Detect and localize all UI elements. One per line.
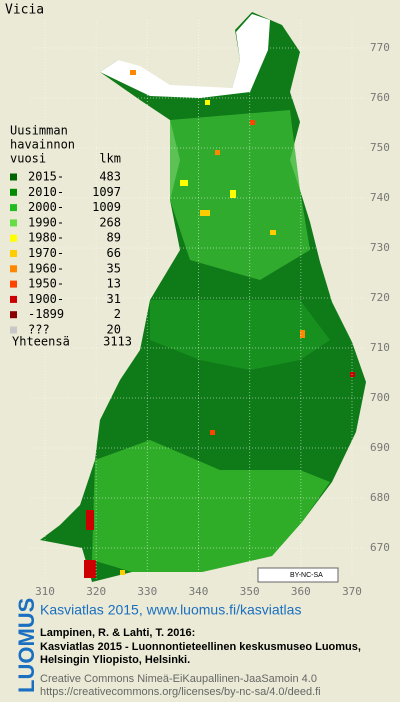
citation: Helsingin Yliopisto, Helsinki. bbox=[40, 654, 190, 666]
y-tick-label: 760 bbox=[370, 91, 390, 104]
y-tick-label: 690 bbox=[370, 441, 390, 454]
legend-swatch bbox=[10, 188, 17, 196]
y-tick-label: 750 bbox=[370, 141, 390, 154]
x-tick-label: 360 bbox=[291, 585, 311, 598]
legend-label: ??? bbox=[28, 323, 50, 337]
legend-swatch bbox=[10, 250, 17, 257]
x-tick-label: 350 bbox=[240, 585, 260, 598]
legend-count-heading: lkm bbox=[99, 152, 121, 166]
license: Creative Commons Nimeä-EiKaupallinen-Jaa… bbox=[40, 673, 317, 685]
legend-count: 89 bbox=[107, 231, 121, 245]
x-tick-label: 370 bbox=[342, 585, 362, 598]
south-lighter bbox=[92, 440, 330, 572]
legend-swatch bbox=[10, 280, 17, 288]
y-tick-label: 680 bbox=[370, 491, 390, 504]
legend-label: 1990- bbox=[28, 215, 64, 229]
badge-text: BY-NC-SA bbox=[290, 572, 323, 579]
map-title: Vicia bbox=[5, 3, 44, 18]
legend-label: 1950- bbox=[28, 277, 64, 291]
legend-count: 2 bbox=[114, 307, 121, 321]
x-tick-label: 330 bbox=[137, 585, 157, 598]
x-tick-label: 340 bbox=[189, 585, 209, 598]
legend-swatch bbox=[10, 265, 17, 273]
brand: LUOMUS bbox=[14, 598, 39, 693]
legend-swatch bbox=[10, 326, 17, 334]
citation: Lampinen, R. & Lahti, T. 2016: bbox=[40, 627, 195, 639]
legend-heading: havainnon bbox=[10, 138, 75, 152]
central-lighter bbox=[150, 300, 330, 370]
x-tick-label: 310 bbox=[35, 585, 55, 598]
legend-count: 66 bbox=[107, 246, 121, 260]
north-lighter bbox=[170, 110, 310, 280]
legend-swatch bbox=[10, 295, 17, 303]
x-tick-label: 320 bbox=[86, 585, 106, 598]
grid: 310 320 330 340 350 360 370 670 680 690 700 710 720 7… bbox=[30, 20, 390, 598]
citation: Kasviatlas 2015 - Luonnontieteellinen ke… bbox=[40, 641, 361, 653]
legend-heading: vuosi bbox=[10, 152, 46, 166]
legend-label: 1960- bbox=[28, 261, 64, 275]
legend-label: 1980- bbox=[28, 231, 64, 245]
y-tick-label: 710 bbox=[370, 341, 390, 354]
y-tick-label: 770 bbox=[370, 41, 390, 54]
finland-map bbox=[40, 12, 366, 582]
y-tick-label: 670 bbox=[370, 541, 390, 554]
legend-count: 35 bbox=[107, 261, 121, 275]
legend-count: 1097 bbox=[92, 185, 121, 199]
legend-swatch bbox=[10, 173, 17, 181]
y-tick-label: 720 bbox=[370, 291, 390, 304]
y-tick-label: 700 bbox=[370, 391, 390, 404]
license-badge: BY-NC-SA bbox=[257, 567, 339, 583]
unmapped bbox=[100, 14, 270, 98]
legend-label: 1970- bbox=[28, 246, 64, 260]
legend-count: 31 bbox=[107, 292, 121, 306]
headline: Kasviatlas 2015, www.luomus.fi/kasviatla… bbox=[40, 602, 301, 618]
legend-label: 2010- bbox=[28, 185, 64, 199]
legend-swatch bbox=[10, 219, 17, 227]
legend-count: 1009 bbox=[92, 200, 121, 214]
legend-label: 1900- bbox=[28, 292, 64, 306]
legend-label: -1899 bbox=[28, 307, 64, 321]
legend-swatch bbox=[10, 234, 17, 242]
legend-count: 13 bbox=[107, 277, 121, 291]
legend-count: 483 bbox=[99, 170, 121, 184]
total-count: 3113 bbox=[103, 335, 132, 349]
license: https://creativecommons.org/licenses/by-… bbox=[40, 686, 321, 698]
legend-heading: Uusimman bbox=[10, 124, 68, 138]
legend-count: 20 bbox=[107, 323, 121, 337]
total-label: Yhteensä bbox=[12, 335, 70, 349]
y-tick-label: 740 bbox=[370, 191, 390, 204]
legend-count: 268 bbox=[99, 215, 121, 229]
legend-swatch bbox=[10, 204, 17, 212]
legend-swatch bbox=[10, 311, 17, 319]
y-tick-label: 730 bbox=[370, 241, 390, 254]
legend-label: 2000- bbox=[28, 200, 64, 214]
legend-label: 2015- bbox=[28, 170, 64, 184]
